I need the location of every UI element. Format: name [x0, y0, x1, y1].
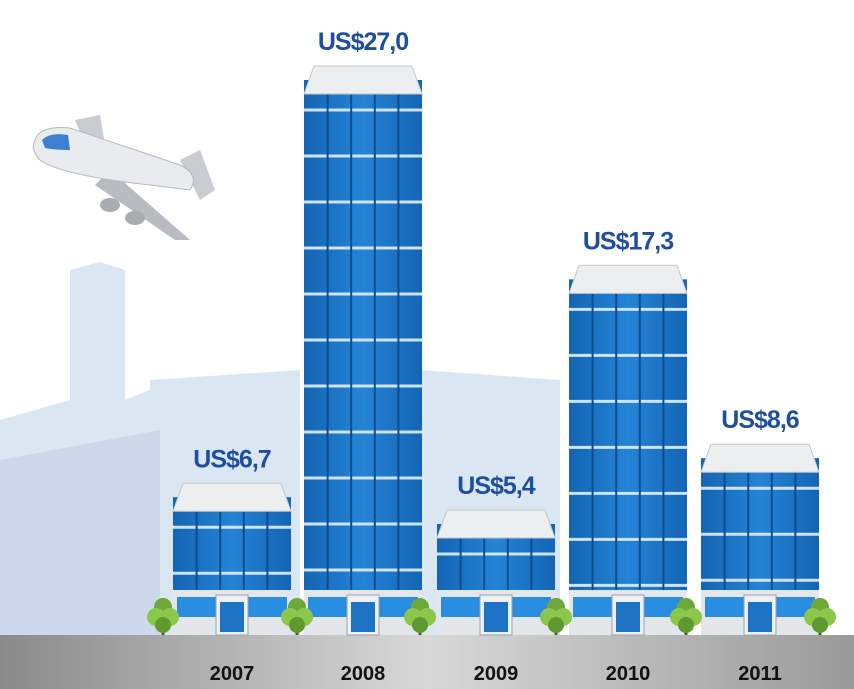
roof — [173, 483, 291, 511]
door-glass — [616, 602, 640, 632]
door-glass — [220, 602, 244, 632]
roof — [569, 265, 687, 293]
door-glass — [748, 602, 772, 632]
tree-foliage — [678, 617, 694, 633]
value-label: US$8,6 — [721, 406, 798, 434]
door-glass — [484, 602, 508, 632]
value-label: US$17,3 — [583, 227, 673, 255]
value-label: US$27,0 — [318, 28, 408, 56]
roof — [304, 66, 422, 94]
x-tick-label: 2011 — [738, 663, 781, 685]
roof — [701, 444, 819, 472]
airplane — [33, 115, 215, 240]
ground — [0, 635, 854, 689]
roof — [437, 510, 555, 538]
tree-foliage — [548, 617, 564, 633]
tree-foliage — [412, 617, 428, 633]
x-tick-label: 2010 — [606, 663, 651, 685]
tree-foliage — [289, 617, 305, 633]
building-shade — [304, 80, 422, 635]
value-label: US$5,4 — [457, 472, 535, 500]
building-shade — [569, 279, 687, 635]
tree-foliage — [155, 617, 171, 633]
tree-foliage — [812, 617, 828, 633]
door-glass — [351, 602, 375, 632]
value-label: US$6,7 — [193, 445, 270, 473]
x-tick-label: 2008 — [341, 663, 386, 685]
x-tick-label: 2009 — [474, 663, 519, 685]
x-tick-label: 2007 — [210, 663, 255, 685]
chart: US$6,7 2007 US$27,0 2008 US$5,4 2009 US$17,3 20… — [0, 0, 854, 689]
